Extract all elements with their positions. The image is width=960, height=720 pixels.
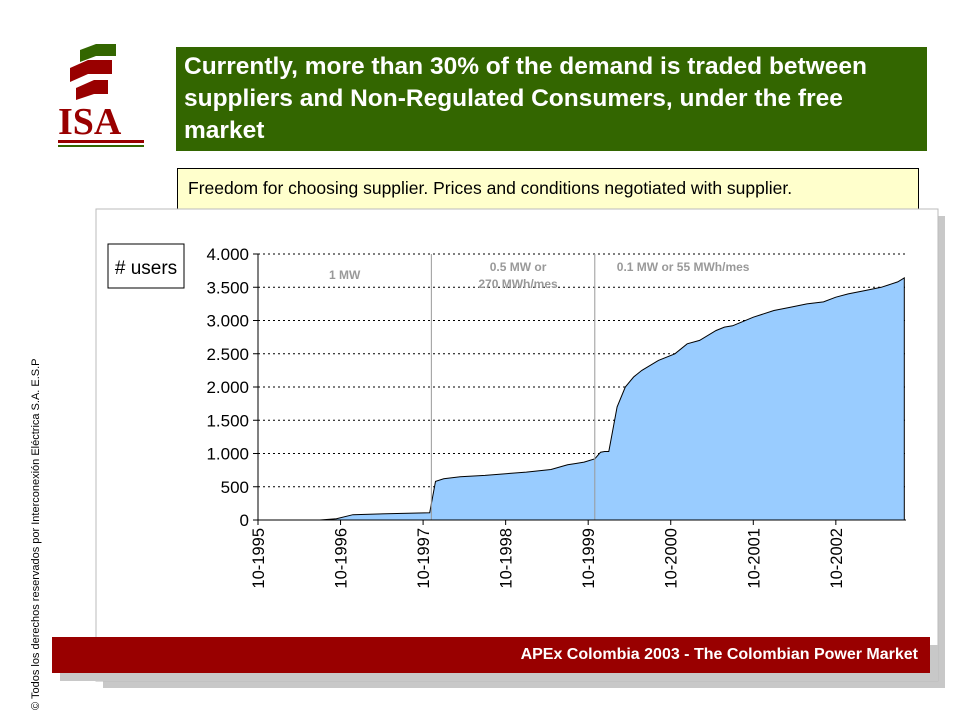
isa-logo: ISA [58,44,144,147]
y-tick-label: 2.000 [206,378,249,397]
x-tick-label: 10-1998 [498,528,516,589]
x-tick-label: 10-2000 [663,528,681,589]
x-tick-label: 10-2002 [828,528,846,589]
y-axis-label-box [107,243,185,289]
x-tick-label: 10-2001 [745,528,763,589]
y-tick-label: 500 [221,478,249,497]
x-tick-label: 10-1995 [250,528,268,589]
logo-lightning-mark [70,44,116,100]
y-tick-label: 0 [240,511,249,530]
slide-title: Currently, more than 30% of the demand i… [176,47,927,151]
y-tick-label: 4.000 [206,245,249,264]
logo-text: ISA [58,101,122,143]
annotation-label: 0.5 MW or 270 MWh/mes [478,260,558,291]
y-tick-label: 1.500 [206,411,249,430]
users-area [258,277,905,521]
y-axis-label: # users [115,258,177,279]
y-tick-label: 3.500 [206,278,249,297]
y-tick-label: 3.000 [206,312,249,331]
x-tick-label: 10-1997 [415,528,433,589]
annotation-label: 0.1 MW or 55 MWh/mes [617,260,750,274]
x-tick-label: 10-1996 [333,528,351,589]
footer-bar: APEx Colombia 2003 - The Colombian Power… [52,637,930,673]
x-tick-label: 10-1999 [580,528,598,589]
y-tick-label: 2.500 [206,345,249,364]
annotation-label: 1 MW [329,268,361,282]
y-tick-label: 1.000 [206,445,249,464]
